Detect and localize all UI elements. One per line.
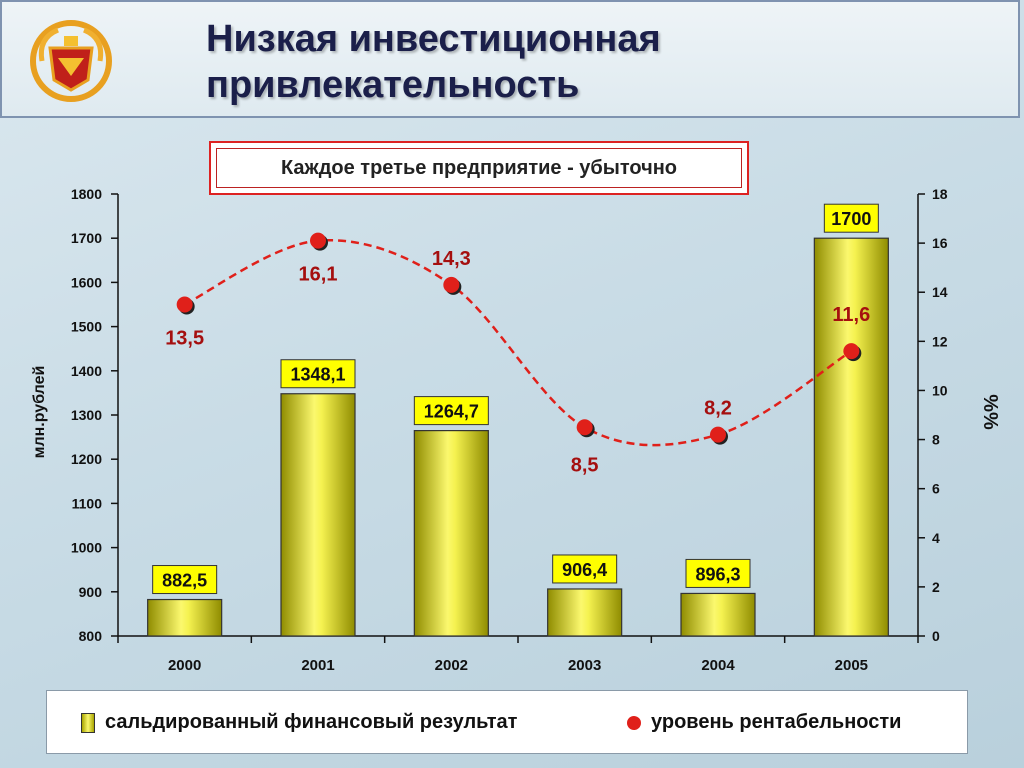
legend-item-points: уровень рентабельности	[627, 711, 901, 734]
y-tick-label-right: 14	[932, 284, 948, 300]
y-tick-label-right: 8	[932, 432, 940, 448]
y-tick-label-right: 12	[932, 333, 948, 349]
legend: сальдированный финансовый результат уров…	[46, 690, 968, 754]
y-tick-label-left: 900	[79, 584, 103, 600]
legend-bar-label: сальдированный финансовый результат	[105, 711, 518, 733]
bars: 882,5 1348,1 1264,7 906,4 896,3 1700	[147, 203, 889, 637]
bar-label-box	[152, 565, 218, 595]
y-tick-label-right: 18	[932, 186, 948, 202]
bar-label: 1264,7	[424, 402, 479, 422]
bar-label: 896,3	[695, 564, 740, 584]
bar	[413, 430, 489, 637]
point	[576, 419, 593, 436]
y-tick-label-left: 1800	[71, 186, 102, 202]
bar-label-box	[823, 203, 879, 233]
y-tick-label-left: 800	[79, 628, 103, 644]
trend-line	[184, 238, 852, 447]
point	[843, 343, 860, 360]
bar	[813, 237, 889, 637]
bar-label: 882,5	[162, 571, 207, 591]
y-axis-label-left: млн.рублей	[31, 366, 48, 459]
point	[176, 296, 193, 313]
point-label: 8,5	[571, 454, 599, 476]
y-tick-label-left: 1500	[71, 319, 102, 335]
point-label: 13,5	[165, 328, 204, 350]
point	[443, 276, 460, 293]
bar-label-box	[552, 554, 618, 584]
y-tick-label-right: 0	[932, 628, 940, 644]
legend-bar-swatch	[81, 712, 95, 733]
legend-point-label: уровень рентабельности	[651, 711, 902, 733]
header: Низкая инвестиционная привлекательность	[0, 0, 1020, 118]
subtitle-box: Каждое третье предприятие - убыточно	[209, 141, 749, 195]
point-label: 16,1	[299, 264, 338, 286]
y-axis-label-right: %%	[979, 394, 1001, 430]
bar	[680, 592, 756, 637]
point-label: 14,3	[432, 248, 471, 270]
y-tick-label-right: 10	[932, 382, 948, 398]
y-tick-label-right: 2	[932, 579, 940, 595]
point-label: 8,2	[704, 398, 732, 420]
point	[710, 426, 726, 443]
legend-point-swatch	[627, 715, 641, 730]
x-tick-label: 2000	[168, 657, 201, 674]
bar-label-box	[280, 359, 356, 389]
y-tick-label-left: 1700	[71, 230, 102, 246]
point-label: 11,6	[832, 304, 870, 326]
bar-label: 1348,1	[290, 365, 345, 385]
bar-label: 906,4	[562, 560, 607, 580]
y-tick-label-right: 4	[932, 530, 940, 546]
subtitle: Каждое третье предприятие - убыточно	[216, 148, 742, 188]
axes: 800 900 1000 1100 1200 1300 1400 1500 1600 1700 18…	[71, 186, 948, 674]
bar	[280, 393, 356, 637]
y-tick-label-left: 1600	[71, 274, 102, 290]
y-tick-label-left: 1000	[71, 540, 102, 556]
x-tick-label: 2004	[701, 657, 735, 674]
y-tick-label-right: 6	[932, 481, 940, 497]
bar-label-box	[413, 396, 489, 426]
point	[310, 232, 326, 249]
points: 13,5 16,1 14,3 8,5 8,2 11,6	[165, 232, 870, 476]
bar-label-box	[685, 558, 751, 588]
x-tick-label: 2003	[568, 657, 601, 674]
legend-item-bars: сальдированный финансовый результат	[81, 711, 517, 734]
trend-curve	[184, 238, 852, 447]
y-tick-label-right: 16	[932, 235, 948, 251]
y-tick-label-left: 1200	[71, 451, 102, 467]
page-title: Низкая инвестиционная привлекательность	[206, 18, 661, 106]
chart: 800 900 1000 1100 1200 1300 1400 1500 1600 1700 18…	[31, 186, 1001, 674]
y-tick-label-left: 1100	[72, 495, 103, 511]
x-tick-label: 2002	[435, 657, 468, 674]
x-tick-label: 2005	[835, 657, 868, 674]
y-tick-label-left: 1400	[71, 363, 102, 379]
coat-of-arms-icon	[30, 20, 112, 102]
x-tick-label: 2001	[301, 657, 334, 674]
y-tick-label-left: 1300	[71, 407, 102, 423]
bar	[547, 588, 623, 637]
bar-label: 1700	[831, 209, 871, 229]
bar	[147, 598, 223, 637]
